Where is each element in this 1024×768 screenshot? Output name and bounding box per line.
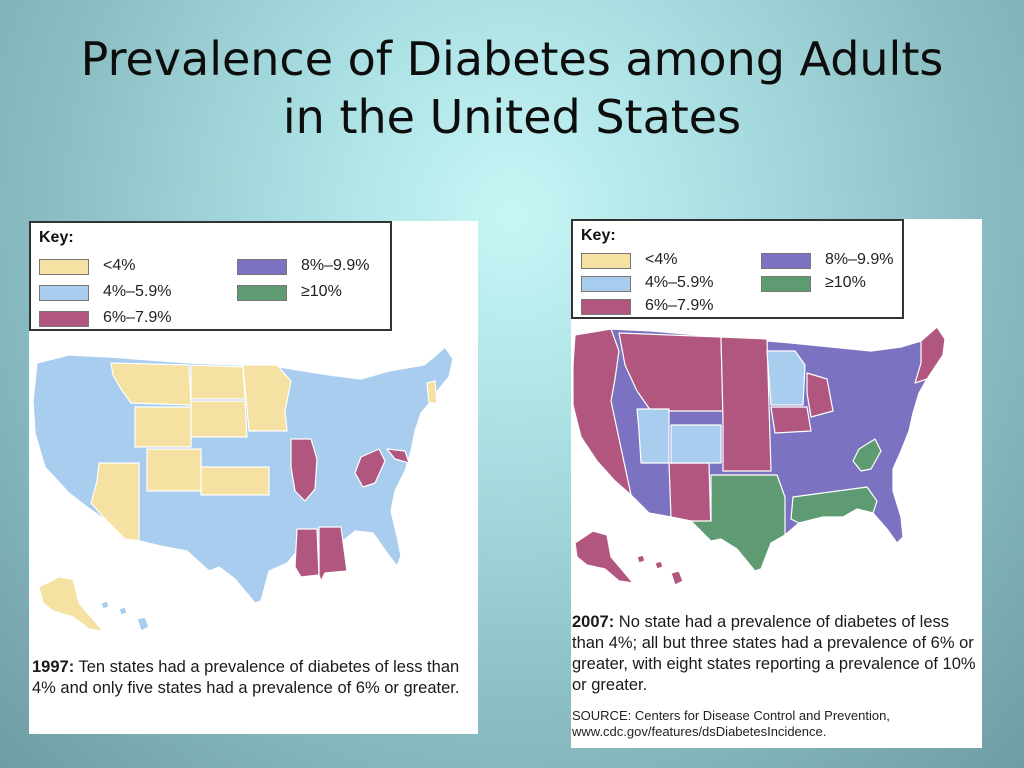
legend-swatch-gte10: [761, 276, 811, 292]
map-1997-state-mississippi: [294, 528, 320, 578]
legend-1997: Key: <4% 4%–5.9% 6%–7.9% 8%–9.9% ≥10%: [29, 221, 392, 331]
legend-swatch-gte10: [237, 285, 287, 301]
map-1997-alaska: [38, 576, 104, 632]
legend-label-gte10: ≥10%: [301, 283, 342, 300]
legend-swatch-8-9.9: [237, 259, 287, 275]
map-1997-state-new-hampshire: [426, 380, 438, 404]
map-1997-state-wyoming: [134, 406, 192, 448]
map-2007-hawaii: [636, 554, 684, 586]
legend-label-4-5.9: 4%–5.9%: [645, 274, 714, 291]
map-2007-state-utah: [636, 408, 670, 464]
map-1997-state-illinois: [290, 438, 318, 502]
legend-label-lt4: <4%: [645, 251, 678, 268]
map-panel-2007: Key: <4% 4%–5.9% 6%–7.9% 8%–9.9% ≥10%: [571, 219, 982, 748]
map-2007-state-southeast: [790, 486, 878, 524]
legend-label-lt4: <4%: [103, 257, 136, 274]
map-2007-state-iowa: [770, 406, 812, 434]
source-citation: SOURCE: Centers for Disease Control and …: [572, 708, 890, 739]
legend-label-gte10: ≥10%: [825, 274, 866, 291]
legend-label-8-9.9: 8%–9.9%: [825, 251, 894, 268]
slide-title: Prevalence of Diabetes among Adults in t…: [0, 30, 1024, 146]
legend-label-8-9.9: 8%–9.9%: [301, 257, 370, 274]
map-1997-state-south-dakota: [190, 400, 248, 438]
caption-2007: 2007: No state had a prevalence of diabe…: [572, 612, 977, 696]
map-2007-state-washington-oregon-california: [572, 328, 632, 496]
legend-label-6-7.9: 6%–7.9%: [103, 309, 172, 326]
map-2007-alaska: [574, 530, 634, 584]
map-1997-state-arizona: [90, 462, 140, 542]
slide-title-line-2: in the United States: [282, 90, 742, 144]
map-1997-state-alabama: [318, 526, 348, 582]
map-2007-state-dakotas-nebraska-kansas: [720, 336, 772, 472]
legend-swatch-6-7.9: [39, 311, 89, 327]
map-1997-state-west-virginia: [354, 448, 386, 488]
map-1997-state-maryland: [386, 448, 410, 464]
legend-label-4-5.9: 4%–5.9%: [103, 283, 172, 300]
legend-title: Key:: [581, 227, 616, 244]
map-2007-state-texas-oklahoma: [690, 474, 786, 572]
caption-1997: 1997: Ten states had a prevalence of dia…: [32, 657, 472, 699]
legend-swatch-6-7.9: [581, 299, 631, 315]
legend-swatch-4-5.9: [39, 285, 89, 301]
caption-1997-text: Ten states had a prevalence of diabetes …: [32, 658, 460, 697]
slide-title-line-1: Prevalence of Diabetes among Adults: [80, 32, 944, 86]
map-2007-state-minnesota: [766, 350, 806, 406]
map-1997-state-montana: [110, 362, 192, 406]
legend-swatch-4-5.9: [581, 276, 631, 292]
us-map-2007: [572, 326, 946, 586]
caption-1997-year: 1997:: [32, 658, 75, 676]
map-1997-state-minnesota: [242, 364, 292, 432]
caption-2007-text: No state had a prevalence of diabetes of…: [572, 613, 976, 694]
map-2007-state-west-virginia: [852, 438, 882, 472]
legend-swatch-8-9.9: [761, 253, 811, 269]
legend-label-6-7.9: 6%–7.9%: [645, 297, 714, 314]
map-2007-state-colorado: [670, 424, 722, 464]
map-2007-state-wisconsin: [806, 372, 834, 418]
legend-swatch-lt4: [581, 253, 631, 269]
legend-swatch-lt4: [39, 259, 89, 275]
map-panel-1997: Key: <4% 4%–5.9% 6%–7.9% 8%–9.9% ≥10%: [29, 221, 478, 734]
legend-title: Key:: [39, 229, 74, 246]
legend-2007: Key: <4% 4%–5.9% 6%–7.9% 8%–9.9% ≥10%: [571, 219, 904, 319]
map-1997-state-north-dakota: [190, 364, 246, 400]
map-1997-state-kansas: [200, 466, 270, 496]
caption-2007-year: 2007:: [572, 613, 615, 631]
map-1997-hawaii: [100, 600, 150, 632]
map-1997-state-colorado: [146, 448, 202, 492]
us-map-1997: [32, 346, 454, 632]
map-2007-state-northeast: [914, 326, 946, 384]
